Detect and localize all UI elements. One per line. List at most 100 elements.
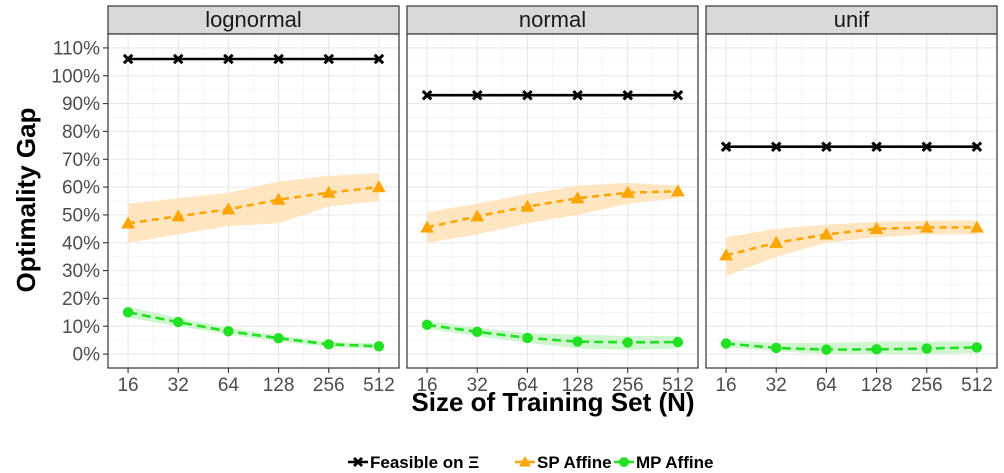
point-sp <box>271 192 286 205</box>
legend-label: MP Affine <box>636 453 713 472</box>
point-mp <box>672 336 684 348</box>
x-tick-label: 16 <box>416 375 437 396</box>
point-feasible-stroke <box>421 89 433 101</box>
point-sp <box>121 216 135 229</box>
y-tick-label: 100% <box>51 66 100 87</box>
x-tick-label: 32 <box>168 375 189 396</box>
point-mp <box>720 338 732 349</box>
point-mp <box>223 326 234 337</box>
point-sp <box>769 235 784 248</box>
point-feasible <box>672 89 684 101</box>
point-mp <box>273 333 284 344</box>
point-feasible <box>373 53 385 65</box>
point-feasible-stroke <box>471 89 483 101</box>
point-sp <box>719 248 733 261</box>
x-tick-label: 128 <box>263 375 295 396</box>
point-mp <box>921 343 932 354</box>
panel-strip <box>107 5 400 35</box>
point-feasible-stroke <box>720 141 732 152</box>
point-sp <box>470 209 485 222</box>
point-feasible-stroke <box>522 89 533 101</box>
point-feasible <box>720 141 732 152</box>
x-tick-label: 64 <box>517 375 539 396</box>
point-feasible <box>921 141 933 152</box>
point-sp <box>420 220 434 233</box>
point-feasible <box>572 89 583 101</box>
point-sp <box>171 209 186 222</box>
legend-label: Feasible on Ξ <box>370 453 479 472</box>
point-mp <box>622 337 633 348</box>
point-feasible <box>421 89 433 101</box>
x-tick-label: 512 <box>961 375 993 396</box>
y-tick-label: 60% <box>62 178 100 199</box>
point-sp <box>671 184 685 197</box>
point-feasible-stroke <box>770 141 782 152</box>
point-feasible <box>871 141 882 152</box>
point-mp <box>771 342 782 354</box>
y-tick-label: 80% <box>62 122 100 143</box>
point-feasible-stroke <box>871 141 882 152</box>
point-sp <box>520 199 535 212</box>
point-feasible-stroke <box>223 53 234 65</box>
point-feasible-stroke <box>323 53 335 65</box>
point-feasible-stroke <box>373 53 385 65</box>
x-tick-label: 256 <box>612 375 644 396</box>
facet-panels: lognormal 16 32 64 128 256 512 normal 16 32 64 128 2… <box>107 5 998 396</box>
point-sp <box>372 180 386 193</box>
x-tick-label: 16 <box>117 375 138 396</box>
point-mp <box>373 341 385 352</box>
y-tick-label: 10% <box>62 317 100 338</box>
point-sp <box>620 185 635 198</box>
x-tick-label: 128 <box>562 375 594 396</box>
point-mp <box>522 332 533 344</box>
panel-title: unif <box>834 7 870 32</box>
x-tick-label: 128 <box>861 375 893 396</box>
point-feasible <box>223 53 234 65</box>
panel-lognormal: lognormal 16 32 64 128 256 512 <box>107 5 400 396</box>
panel-border <box>705 33 998 369</box>
point-feasible-stroke <box>572 89 583 101</box>
panel-unif: unif 16 32 64 128 256 512 <box>705 5 998 396</box>
point-feasible-stroke <box>172 53 184 65</box>
point-sp <box>919 220 934 233</box>
y-tick-label: 110% <box>53 38 100 59</box>
ribbon-sp <box>427 182 678 243</box>
panel-title: normal <box>519 7 586 32</box>
point-feasible <box>522 89 533 101</box>
legend-item-feasible: Feasible on Ξ <box>348 453 479 472</box>
ribbon-sp <box>726 220 977 277</box>
point-feasible <box>172 53 184 65</box>
line-mp <box>426 323 678 344</box>
point-mp <box>323 339 334 350</box>
panel-border <box>107 33 400 369</box>
point-mp <box>122 307 134 318</box>
point-sp <box>321 185 336 198</box>
point-mp <box>871 344 882 355</box>
panel-title: lognormal <box>205 7 302 32</box>
x-tick-label: 256 <box>911 375 943 396</box>
point-sp <box>819 227 834 240</box>
line-mp <box>127 311 379 348</box>
point-feasible-stroke <box>622 89 634 101</box>
point-sp <box>221 202 236 215</box>
x-tick-label: 512 <box>662 375 694 396</box>
point-mp <box>971 342 983 353</box>
point-mp <box>173 316 184 328</box>
legend-item-mp: MP Affine <box>614 453 713 472</box>
point-feasible-stroke <box>672 89 684 101</box>
legend-item-sp: SP Affine <box>515 453 612 472</box>
ribbon-sp <box>128 173 379 243</box>
x-tick-label: 16 <box>715 375 736 396</box>
x-axis-title: Size of Training Set (N) <box>411 387 694 417</box>
legend-key-marker <box>353 457 363 467</box>
panel-border <box>406 33 699 369</box>
y-tick-label: 20% <box>62 289 100 310</box>
point-sp <box>970 220 984 233</box>
point-mp <box>821 344 832 355</box>
x-tick-label: 64 <box>816 375 838 396</box>
y-tick-label: 30% <box>62 261 100 282</box>
point-feasible <box>770 141 782 152</box>
panel-strip <box>705 5 998 35</box>
point-mp <box>472 326 483 338</box>
